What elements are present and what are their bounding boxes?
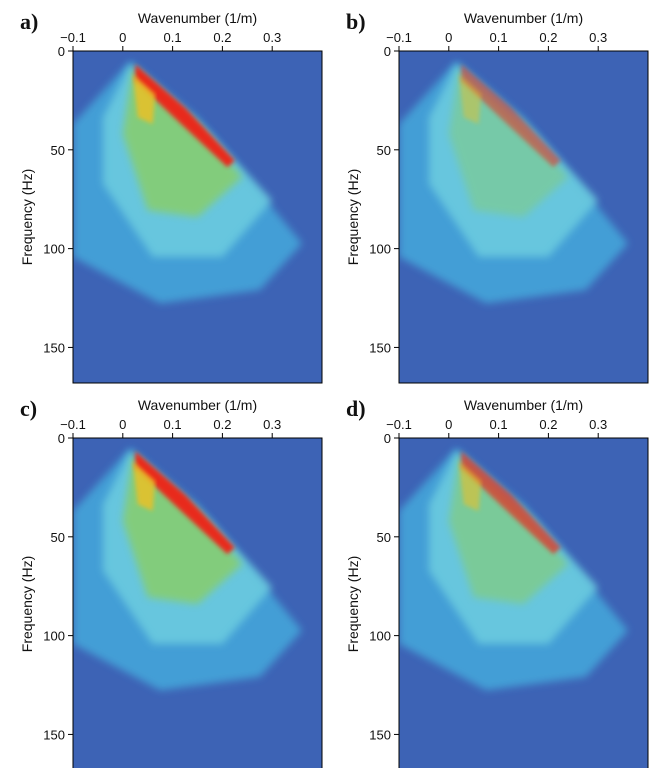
panel-label: c) bbox=[20, 396, 37, 421]
x-tick-label: 0.3 bbox=[263, 30, 281, 45]
energy-peak-2 bbox=[458, 461, 482, 512]
x-tick-label: 0.2 bbox=[539, 417, 557, 432]
plot-frame bbox=[398, 437, 649, 768]
x-tick-label: 0.1 bbox=[164, 417, 182, 432]
y-tick-label: 50 bbox=[51, 530, 65, 545]
y-axis-label: Frequency (Hz) bbox=[19, 169, 35, 265]
y-tick-label: 0 bbox=[58, 44, 65, 59]
y-axis-label: Frequency (Hz) bbox=[345, 169, 361, 265]
x-tick-label: 0.3 bbox=[263, 417, 281, 432]
x-tick-label: 0.2 bbox=[213, 30, 231, 45]
x-tick-label: −0.1 bbox=[386, 30, 412, 45]
y-axis-label: Frequency (Hz) bbox=[19, 556, 35, 652]
energy-peak-2 bbox=[132, 461, 156, 512]
plot-frame bbox=[398, 50, 649, 384]
x-tick-label: −0.1 bbox=[386, 417, 412, 432]
y-tick-label: 100 bbox=[369, 629, 391, 644]
y-tick-label: 50 bbox=[377, 530, 391, 545]
y-tick-label: 50 bbox=[51, 143, 65, 158]
x-tick-label: 0 bbox=[445, 30, 452, 45]
y-tick-label: 150 bbox=[369, 340, 391, 355]
energy-peak bbox=[461, 64, 561, 168]
y-tick-label: 0 bbox=[384, 44, 391, 59]
energy-peak bbox=[135, 64, 235, 168]
x-tick-label: 0.2 bbox=[539, 30, 557, 45]
plot-frame bbox=[72, 50, 323, 384]
x-tick-label: 0.2 bbox=[213, 417, 231, 432]
x-tick-label: 0.3 bbox=[589, 30, 607, 45]
x-tick-label: 0.1 bbox=[490, 417, 508, 432]
panel-label: a) bbox=[20, 9, 38, 34]
y-tick-label: 100 bbox=[43, 242, 65, 257]
x-tick-label: 0.1 bbox=[490, 30, 508, 45]
spectrum bbox=[399, 51, 648, 383]
x-tick-label: −0.1 bbox=[60, 30, 86, 45]
spectrum bbox=[399, 438, 648, 768]
x-tick-label: 0 bbox=[445, 417, 452, 432]
x-axis-label: Wavenumber (1/m) bbox=[464, 10, 583, 26]
energy-peak-2 bbox=[132, 74, 156, 125]
y-tick-label: 100 bbox=[43, 629, 65, 644]
panel-label: d) bbox=[346, 396, 366, 421]
x-tick-label: −0.1 bbox=[60, 417, 86, 432]
energy-peak bbox=[461, 451, 561, 555]
y-tick-label: 50 bbox=[377, 143, 391, 158]
spectrum bbox=[73, 438, 322, 768]
energy-peak bbox=[135, 451, 235, 555]
y-axis-label: Frequency (Hz) bbox=[345, 556, 361, 652]
panel-label: b) bbox=[346, 9, 366, 34]
x-tick-label: 0.1 bbox=[164, 30, 182, 45]
x-tick-label: 0 bbox=[119, 30, 126, 45]
spectrum bbox=[73, 51, 322, 383]
x-axis-label: Wavenumber (1/m) bbox=[464, 397, 583, 413]
y-tick-label: 100 bbox=[369, 242, 391, 257]
y-tick-label: 150 bbox=[369, 727, 391, 742]
y-tick-label: 0 bbox=[384, 431, 391, 446]
y-tick-label: 0 bbox=[58, 431, 65, 446]
y-tick-label: 150 bbox=[43, 340, 65, 355]
x-axis-label: Wavenumber (1/m) bbox=[138, 397, 257, 413]
x-axis-label: Wavenumber (1/m) bbox=[138, 10, 257, 26]
energy-peak-2 bbox=[458, 74, 482, 125]
y-tick-label: 150 bbox=[43, 727, 65, 742]
plot-frame bbox=[72, 437, 323, 768]
x-tick-label: 0.3 bbox=[589, 417, 607, 432]
x-tick-label: 0 bbox=[119, 417, 126, 432]
